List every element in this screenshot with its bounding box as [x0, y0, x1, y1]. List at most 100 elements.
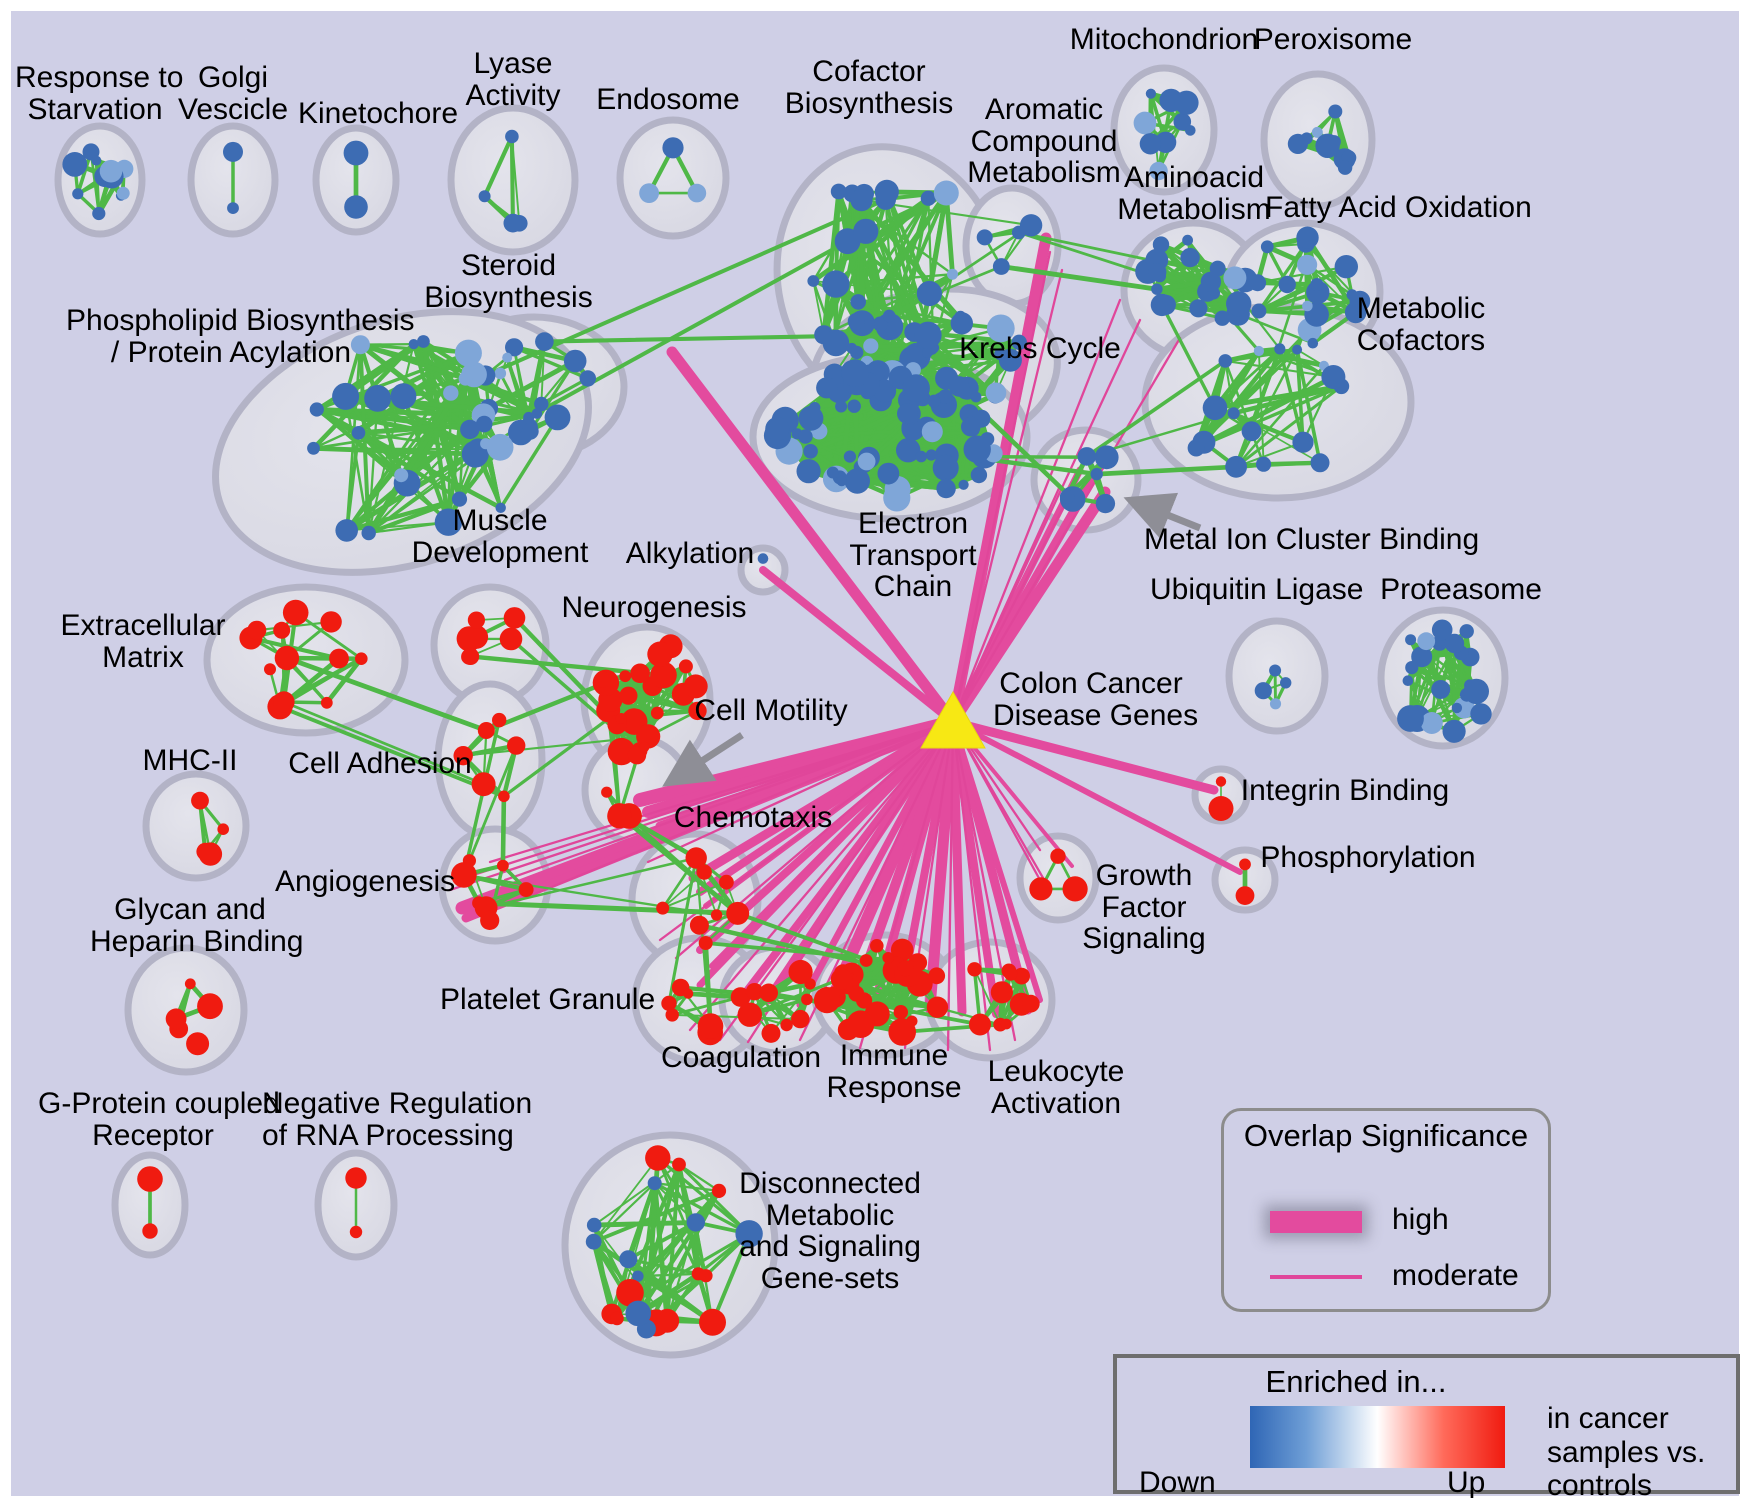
gene-set-node[interactable] — [535, 332, 554, 351]
gene-set-node[interactable] — [1200, 271, 1222, 292]
gene-set-node[interactable] — [1208, 796, 1234, 821]
gene-set-node[interactable] — [505, 129, 519, 144]
gene-set-node[interactable] — [936, 478, 956, 499]
gene-set-node[interactable] — [191, 791, 209, 810]
gene-set-node[interactable] — [460, 419, 480, 440]
gene-set-node[interactable] — [467, 611, 485, 629]
gene-set-node[interactable] — [579, 370, 596, 387]
gene-set-node[interactable] — [683, 988, 694, 999]
gene-set-node[interactable] — [494, 367, 507, 380]
gene-set-node[interactable] — [364, 385, 391, 412]
gene-set-node[interactable] — [915, 450, 927, 463]
gene-set-node[interactable] — [645, 1145, 671, 1171]
gene-set-node[interactable] — [492, 712, 507, 728]
gene-set-node[interactable] — [882, 309, 896, 323]
gene-set-node[interactable] — [798, 429, 813, 444]
gene-set-node[interactable] — [639, 741, 650, 753]
gene-set-node[interactable] — [990, 981, 1014, 1004]
gene-set-node[interactable] — [451, 491, 468, 507]
gene-set-node[interactable] — [1405, 661, 1419, 675]
gene-set-node[interactable] — [343, 140, 369, 166]
gene-set-node[interactable] — [759, 983, 778, 1003]
gene-set-node[interactable] — [1431, 680, 1451, 699]
gene-set-node[interactable] — [841, 359, 869, 387]
gene-set-node[interactable] — [332, 382, 360, 410]
gene-set-node[interactable] — [184, 978, 196, 990]
gene-set-node[interactable] — [451, 862, 477, 888]
gene-set-node[interactable] — [1241, 421, 1262, 442]
gene-set-node[interactable] — [335, 519, 359, 542]
gene-set-node[interactable] — [137, 1166, 163, 1192]
gene-set-node[interactable] — [72, 188, 84, 200]
gene-set-node[interactable] — [351, 426, 366, 440]
gene-set-node[interactable] — [607, 737, 636, 766]
gene-set-node[interactable] — [349, 1225, 363, 1239]
gene-set-node[interactable] — [1269, 664, 1282, 677]
gene-set-node[interactable] — [471, 772, 496, 797]
gene-set-node[interactable] — [417, 335, 430, 348]
gene-set-node[interactable] — [846, 1010, 875, 1038]
gene-set-node[interactable] — [662, 137, 684, 159]
gene-set-node[interactable] — [969, 1013, 991, 1036]
gene-set-node[interactable] — [816, 377, 838, 399]
gene-set-node[interactable] — [1095, 493, 1116, 514]
gene-set-node[interactable] — [927, 394, 941, 408]
gene-set-node[interactable] — [1334, 255, 1359, 279]
gene-set-node[interactable] — [443, 385, 459, 401]
gene-set-node[interactable] — [914, 321, 942, 349]
gene-set-node[interactable] — [687, 183, 707, 203]
gene-set-node[interactable] — [665, 996, 677, 1008]
gene-set-node[interactable] — [1223, 266, 1247, 290]
gene-set-node[interactable] — [394, 468, 409, 483]
gene-set-node[interactable] — [1253, 345, 1264, 357]
gene-set-node[interactable] — [926, 996, 949, 1018]
gene-set-node[interactable] — [1218, 354, 1233, 368]
gene-set-node[interactable] — [963, 435, 991, 463]
gene-set-node[interactable] — [390, 383, 417, 410]
gene-set-node[interactable] — [925, 449, 937, 461]
gene-set-node[interactable] — [165, 1008, 187, 1030]
gene-set-node[interactable] — [1225, 455, 1247, 478]
gene-set-node[interactable] — [686, 1213, 705, 1232]
gene-set-node[interactable] — [850, 345, 864, 360]
gene-set-node[interactable] — [1062, 876, 1088, 902]
gene-set-node[interactable] — [897, 960, 914, 977]
gene-set-node[interactable] — [499, 627, 523, 651]
gene-set-node[interactable] — [563, 349, 587, 373]
gene-set-node[interactable] — [822, 329, 850, 357]
gene-set-node[interactable] — [932, 454, 959, 481]
gene-set-node[interactable] — [1000, 1018, 1012, 1030]
gene-set-node[interactable] — [893, 1005, 908, 1020]
gene-set-node[interactable] — [1239, 858, 1251, 871]
gene-set-node[interactable] — [902, 374, 930, 402]
gene-set-node[interactable] — [863, 338, 879, 354]
gene-set-node[interactable] — [434, 508, 463, 536]
gene-set-node[interactable] — [274, 645, 300, 671]
gene-set-node[interactable] — [719, 874, 734, 890]
gene-set-node[interactable] — [1451, 702, 1463, 714]
gene-set-node[interactable] — [1182, 234, 1193, 246]
gene-set-node[interactable] — [961, 416, 981, 437]
gene-set-node[interactable] — [1090, 467, 1103, 481]
gene-set-node[interactable] — [282, 599, 309, 626]
gene-set-node[interactable] — [521, 422, 539, 440]
gene-set-node[interactable] — [757, 553, 769, 564]
gene-set-node[interactable] — [619, 1250, 638, 1269]
gene-set-node[interactable] — [745, 983, 764, 1001]
gene-set-node[interactable] — [507, 736, 526, 755]
gene-set-node[interactable] — [486, 433, 514, 461]
gene-set-node[interactable] — [985, 382, 1007, 404]
gene-set-node[interactable] — [217, 823, 229, 835]
gene-set-node[interactable] — [601, 786, 613, 798]
gene-set-node[interactable] — [62, 152, 88, 177]
gene-set-node[interactable] — [320, 696, 333, 709]
gene-set-node[interactable] — [922, 347, 933, 358]
gene-set-node[interactable] — [329, 648, 349, 669]
gene-set-node[interactable] — [355, 652, 368, 665]
gene-set-node[interactable] — [853, 218, 879, 244]
gene-set-node[interactable] — [502, 352, 513, 363]
gene-set-node[interactable] — [916, 280, 943, 307]
gene-set-node[interactable] — [699, 1308, 726, 1336]
gene-set-node[interactable] — [1185, 125, 1196, 136]
gene-set-node[interactable] — [497, 859, 509, 872]
